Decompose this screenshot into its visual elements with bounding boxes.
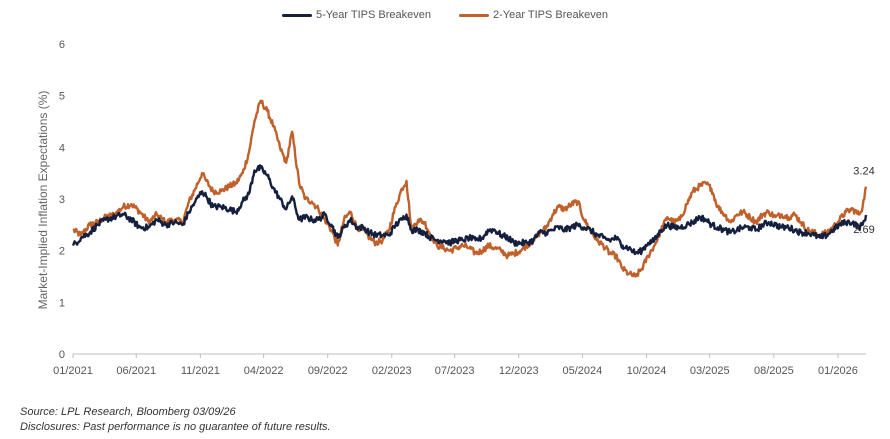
x-axis: 01/2021 06/2021 11/2021 04/2022 09/2022 02/20…	[53, 353, 866, 377]
x-tick-label: 05/2024	[563, 365, 603, 377]
legend-label-2y: 2-Year TIPS Breakeven	[493, 9, 608, 21]
y-axis: 0 1 2 3 4 5 6	[59, 39, 65, 361]
line-chart: 0 1 2 3 4 5 6 01/2021 06/2021 11/2021 04/2022 09/2…	[36, 39, 875, 377]
series-line-2y	[72, 99, 868, 278]
x-tick-label: 07/2023	[435, 365, 475, 377]
legend-swatch-2y	[459, 13, 489, 17]
x-tick-label: 10/2024	[627, 365, 667, 377]
chart-legend: 5-Year TIPS Breakeven 2-Year TIPS Breake…	[0, 9, 890, 21]
y-tick-label: 1	[59, 297, 65, 309]
x-tick-label: 08/2025	[754, 365, 794, 377]
legend-item-5y: 5-Year TIPS Breakeven	[282, 9, 431, 21]
x-tick-label: 04/2022	[244, 365, 284, 377]
x-tick-label: 01/2026	[818, 365, 858, 377]
end-labels: 3.24 2.69	[853, 166, 874, 236]
y-tick-label: 0	[59, 349, 65, 361]
legend-swatch-5y	[282, 13, 313, 17]
end-label-2y: 3.24	[853, 166, 874, 178]
y-tick-label: 3	[59, 194, 65, 206]
x-tick-label: 03/2025	[690, 365, 730, 377]
y-tick-label: 6	[59, 39, 65, 51]
y-tick-label: 5	[59, 91, 65, 103]
x-tick-label: 11/2021	[181, 365, 220, 377]
x-tick-label: 09/2022	[308, 365, 348, 377]
series-layer	[71, 99, 868, 278]
y-tick-label: 2	[59, 246, 65, 258]
x-tick-label: 12/2023	[499, 365, 539, 377]
end-label-5y: 2.69	[853, 224, 874, 236]
series-line-5y	[71, 164, 868, 256]
legend-label-5y: 5-Year TIPS Breakeven	[316, 9, 431, 21]
x-tick-label: 06/2021	[116, 365, 156, 377]
y-tick-label: 4	[59, 142, 65, 154]
legend-item-2y: 2-Year TIPS Breakeven	[459, 9, 608, 21]
source-note: Source: LPL Research, Bloomberg 03/09/26	[20, 406, 236, 418]
x-tick-label: 01/2021	[53, 365, 93, 377]
y-axis-title: Market-Implied Inflation Expectations (%…	[36, 91, 50, 310]
disclosure-note: Disclosures: Past performance is no guar…	[20, 421, 331, 433]
footnotes: Source: LPL Research, Bloomberg 03/09/26…	[20, 405, 331, 435]
x-tick-label: 02/2023	[372, 365, 412, 377]
